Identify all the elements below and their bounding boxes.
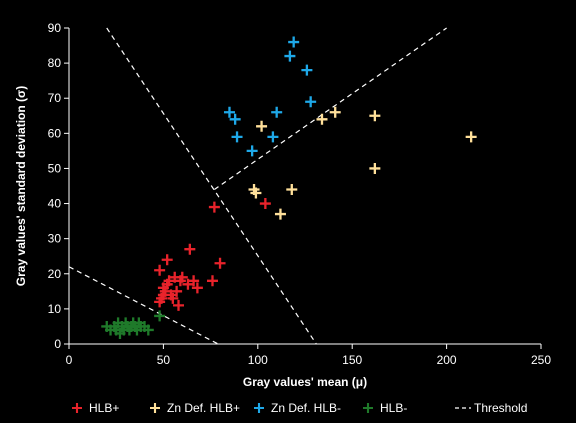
point-zn-def-hlb — [223, 106, 235, 118]
threshold-line — [214, 27, 447, 191]
point-hlb — [108, 320, 120, 332]
x-tick-label: 200 — [437, 353, 457, 367]
x-tick-label: 50 — [157, 353, 171, 367]
point-zn-def-hlb — [231, 131, 243, 143]
legend-label-hlb: HLB+ — [89, 401, 119, 415]
point-hlb — [163, 275, 175, 287]
legend-label-hlb: HLB- — [380, 401, 407, 415]
point-hlb — [110, 324, 122, 336]
y-tick-label: 60 — [48, 126, 62, 140]
point-zn-def-hlb — [250, 187, 262, 199]
point-hlb — [206, 275, 218, 287]
point-hlb — [154, 296, 166, 308]
point-hlb — [173, 299, 185, 311]
point-hlb — [157, 282, 169, 294]
point-zn-def-hlb — [465, 131, 477, 143]
point-hlb — [159, 285, 171, 297]
point-hlb — [127, 317, 139, 329]
y-tick-label: 0 — [54, 337, 61, 351]
y-tick-label: 70 — [48, 91, 62, 105]
point-hlb — [154, 310, 166, 322]
legend-marker-hlb — [363, 403, 374, 414]
point-hlb — [105, 324, 117, 336]
point-zn-def-hlb — [288, 36, 300, 48]
point-zn-def-hlb — [248, 184, 260, 196]
point-zn-def-hlb — [305, 96, 317, 108]
y-axis-title: Gray values' standard deviation (σ) — [14, 86, 28, 286]
point-hlb — [165, 289, 177, 301]
point-hlb — [161, 254, 173, 266]
y-tick-label: 20 — [48, 267, 62, 281]
point-hlb — [116, 320, 128, 332]
x-tick-label: 100 — [248, 353, 268, 367]
point-hlb — [191, 282, 203, 294]
legend-label-threshold: Threshold — [474, 401, 527, 415]
point-zn-def-hlb — [329, 106, 341, 118]
point-hlb — [182, 278, 194, 290]
point-hlb — [114, 327, 126, 339]
point-hlb — [171, 285, 183, 297]
point-hlb — [214, 257, 226, 269]
y-tick-label: 90 — [48, 21, 62, 35]
point-hlb — [131, 324, 143, 336]
legend-marker-hlb — [72, 403, 82, 414]
point-hlb — [167, 292, 179, 304]
threshold-line — [69, 266, 219, 344]
point-hlb — [118, 324, 130, 336]
point-zn-def-hlb — [256, 120, 268, 132]
point-hlb — [133, 317, 145, 329]
x-tick-label: 0 — [66, 353, 73, 367]
y-tick-label: 80 — [48, 56, 62, 70]
y-tick-label: 10 — [48, 302, 62, 316]
point-hlb — [161, 278, 173, 290]
y-tick-label: 30 — [48, 232, 62, 246]
y-tick-label: 50 — [48, 161, 62, 175]
point-hlb — [156, 292, 168, 304]
point-hlb — [176, 271, 188, 283]
point-hlb — [154, 264, 166, 276]
y-tick-label: 40 — [48, 197, 62, 211]
point-hlb — [120, 317, 132, 329]
point-zn-def-hlb — [246, 145, 258, 157]
point-hlb — [129, 320, 141, 332]
point-hlb — [174, 275, 186, 287]
legend-label-zn-def-hlb: Zn Def. HLB- — [271, 401, 341, 415]
point-zn-def-hlb — [369, 162, 381, 174]
threshold-line — [106, 27, 317, 344]
point-zn-def-hlb — [301, 64, 313, 76]
point-hlb — [157, 289, 169, 301]
point-hlb — [139, 320, 151, 332]
point-zn-def-hlb — [316, 113, 328, 125]
point-zn-def-hlb — [229, 113, 241, 125]
point-hlb — [208, 201, 220, 213]
x-tick-label: 150 — [342, 353, 362, 367]
point-zn-def-hlb — [286, 184, 298, 196]
legend-label-zn-def-hlb: Zn Def. HLB+ — [167, 401, 240, 415]
point-hlb — [123, 324, 135, 336]
point-zn-def-hlb — [274, 208, 286, 220]
point-hlb — [112, 317, 124, 329]
legend-marker-zn-def-hlb — [150, 403, 160, 414]
point-hlb — [169, 271, 181, 283]
point-hlb — [188, 275, 200, 287]
point-zn-def-hlb — [369, 110, 381, 122]
x-axis-title: Gray values' mean (μ) — [243, 375, 367, 389]
legend-marker-zn-def-hlb — [254, 403, 265, 414]
point-hlb — [142, 324, 154, 336]
point-zn-def-hlb — [267, 131, 279, 143]
point-zn-def-hlb — [284, 50, 296, 62]
point-hlb — [259, 198, 271, 210]
point-hlb — [184, 243, 196, 255]
point-hlb — [101, 320, 113, 332]
x-tick-label: 250 — [531, 353, 551, 367]
point-zn-def-hlb — [271, 106, 283, 118]
